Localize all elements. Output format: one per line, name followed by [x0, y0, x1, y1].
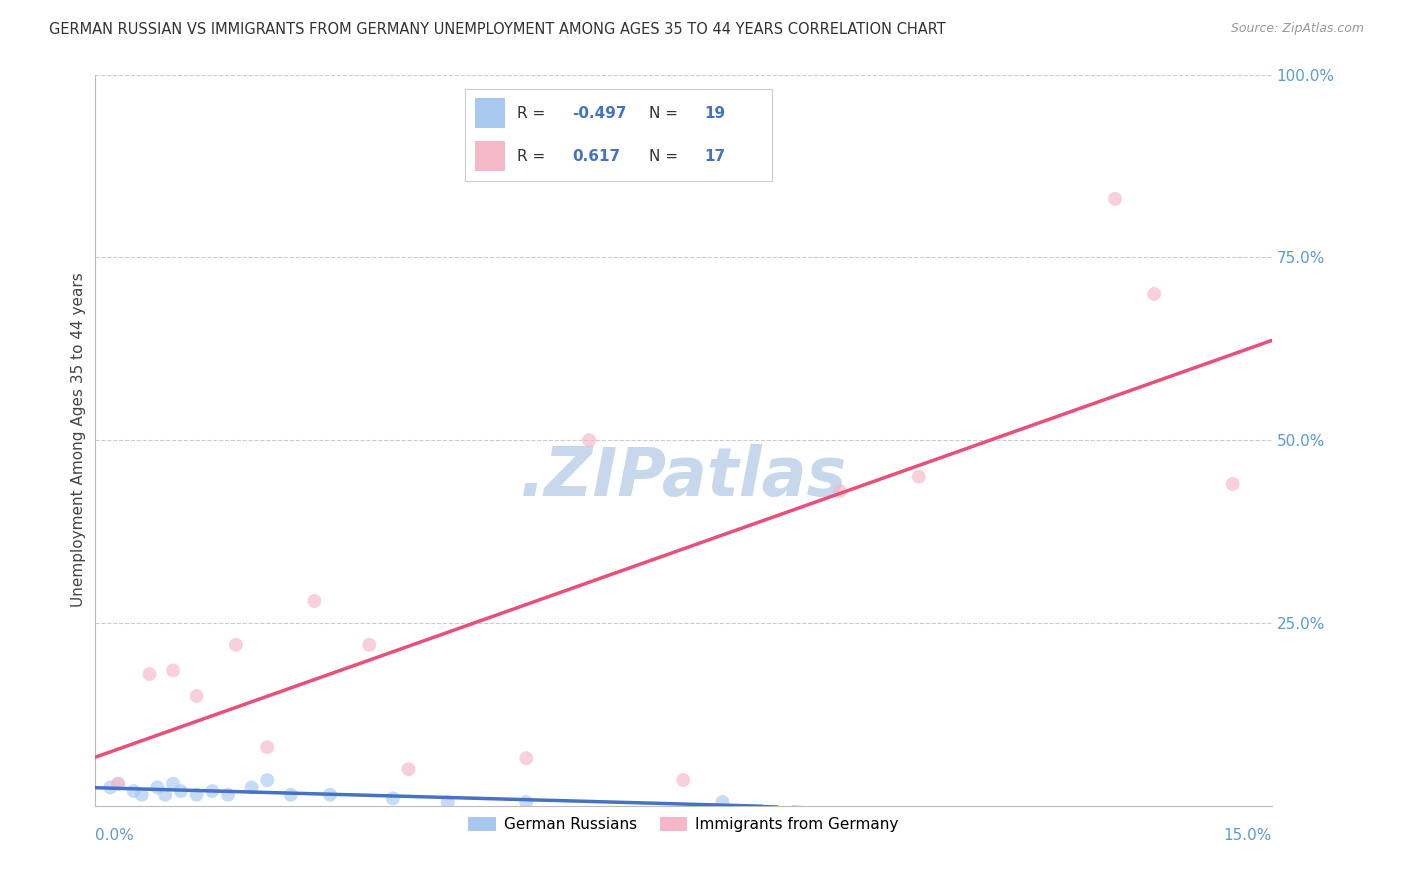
Point [138, 667, 160, 681]
Point [107, 777, 129, 791]
Point [515, 751, 537, 765]
Point [359, 638, 381, 652]
Y-axis label: Unemployment Among Ages 35 to 44 years: Unemployment Among Ages 35 to 44 years [72, 273, 86, 607]
Point [240, 780, 263, 795]
Point [217, 788, 239, 802]
Text: GERMAN RUSSIAN VS IMMIGRANTS FROM GERMANY UNEMPLOYMENT AMONG AGES 35 TO 44 YEARS: GERMAN RUSSIAN VS IMMIGRANTS FROM GERMAN… [49, 22, 946, 37]
Text: Source: ZipAtlas.com: Source: ZipAtlas.com [1230, 22, 1364, 36]
Point [98, 780, 121, 795]
Point [201, 784, 224, 798]
Point [436, 795, 458, 809]
Point [578, 433, 600, 447]
Point [146, 780, 169, 795]
Text: .ZIPatlas: .ZIPatlas [520, 443, 846, 509]
Point [280, 788, 302, 802]
Point [1104, 192, 1126, 206]
Point [170, 784, 193, 798]
Point [131, 788, 153, 802]
Point [907, 469, 929, 483]
Point [186, 788, 208, 802]
Point [162, 664, 184, 678]
Point [256, 773, 278, 788]
Point [122, 784, 145, 798]
Point [256, 740, 278, 755]
Point [381, 791, 404, 805]
Point [162, 777, 184, 791]
Point [186, 689, 208, 703]
Text: 0.0%: 0.0% [94, 828, 134, 843]
Point [107, 777, 129, 791]
Legend: German Russians, Immigrants from Germany: German Russians, Immigrants from Germany [463, 811, 904, 838]
Point [830, 484, 852, 499]
Point [711, 795, 734, 809]
Point [515, 795, 537, 809]
Point [225, 638, 247, 652]
Point [398, 762, 420, 776]
Point [672, 773, 695, 788]
Point [1222, 477, 1244, 491]
Text: 15.0%: 15.0% [1223, 828, 1272, 843]
Point [1143, 286, 1166, 301]
Point [304, 594, 326, 608]
Point [155, 788, 177, 802]
Point [319, 788, 342, 802]
